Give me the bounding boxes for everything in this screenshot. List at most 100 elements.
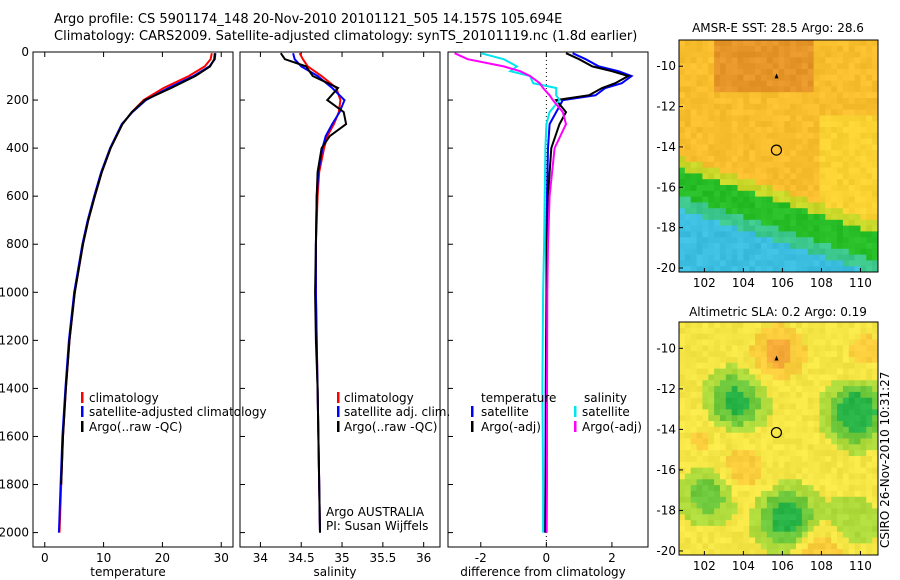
map-cell [784,327,791,335]
map-cell [866,92,873,99]
map-cell [831,190,838,197]
map-cell [778,109,785,116]
map-cell [737,150,744,157]
map-cell [860,397,867,404]
map-cell [743,502,750,509]
map-cell [766,432,774,439]
map-cell [872,260,879,267]
map-cell [860,421,867,428]
map-cell [725,397,733,404]
map-cell [708,426,715,434]
map-cell [860,543,867,550]
map-cell [866,543,873,550]
map-cell [819,490,826,498]
map-cell [679,351,686,358]
map-cell [860,225,867,232]
map-cell [743,514,750,521]
map-cell [860,196,867,203]
map-cell [708,109,715,116]
map-cell [784,362,791,369]
map-cell [778,514,785,521]
map-cell [848,490,855,498]
map-cell [801,179,809,186]
map-cell [766,69,774,76]
legend-title: salinity [584,391,627,405]
map-cell [842,345,850,352]
map-cell [696,86,703,93]
map-cell [719,502,727,509]
map-cell [825,214,832,221]
map-cell [719,362,727,369]
map-cell [790,150,797,157]
map-cell [743,179,750,186]
map-cell [772,121,779,128]
map-cell [743,409,750,416]
map-cell [755,397,762,404]
map-cell [831,98,838,105]
map-cell [784,219,791,226]
map-cell [872,121,879,128]
map-cell [760,185,768,192]
map-cell [848,260,855,267]
map-cell [766,80,774,87]
map-cell [842,368,850,375]
map-cell [772,327,779,335]
map-cell [825,231,832,238]
map-cell [679,109,686,116]
map-cell [819,438,826,445]
map-cell [790,243,797,250]
map-cell [760,57,768,64]
map-cell [866,69,873,76]
map-cell [679,409,686,416]
map-cell [842,374,850,381]
map-cell [790,461,797,469]
map-cell [755,254,762,261]
x-tick-label: 36 [416,551,431,565]
legend-swatch [81,406,84,417]
map-cell [837,525,844,533]
map-cell [854,173,861,180]
map-cell [743,127,750,134]
map-cell [690,196,697,203]
map-cell [684,543,692,550]
map-cell [714,121,721,128]
map-x-tick-label: 110 [849,276,872,290]
map-cell [719,543,727,550]
map-cell [743,322,750,329]
x-tick-label: 2 [608,551,616,565]
map-cell [679,208,686,215]
map-cell [690,254,697,261]
map-cell [854,479,861,486]
map-cell [778,144,785,151]
map-cell [831,150,838,157]
map-cell [790,362,797,369]
map-cell [784,225,791,232]
map-cell [825,266,832,273]
map-cell [731,520,738,527]
map-cell [714,508,721,515]
map-cell [760,490,768,498]
map-cell [796,508,803,515]
map-cell [690,202,697,209]
map-cell [807,455,815,463]
map-cell [854,127,861,134]
map-cell [702,461,709,469]
map-cell [696,156,703,163]
map-cell [766,248,774,255]
map-cell [801,214,809,221]
map-cell [755,549,762,556]
map-cell [801,432,809,439]
map-cell [743,356,750,364]
map-cell [807,386,815,393]
map-cell [772,167,779,174]
map-cell [842,92,850,99]
map-cell [684,243,692,250]
map-cell [690,260,697,267]
map-cell [719,537,727,544]
map-cell [684,356,692,364]
map-cell [737,543,744,550]
map-cell [719,508,727,515]
map-cell [842,109,850,116]
map-cell [725,426,733,434]
map-cell [831,485,838,492]
